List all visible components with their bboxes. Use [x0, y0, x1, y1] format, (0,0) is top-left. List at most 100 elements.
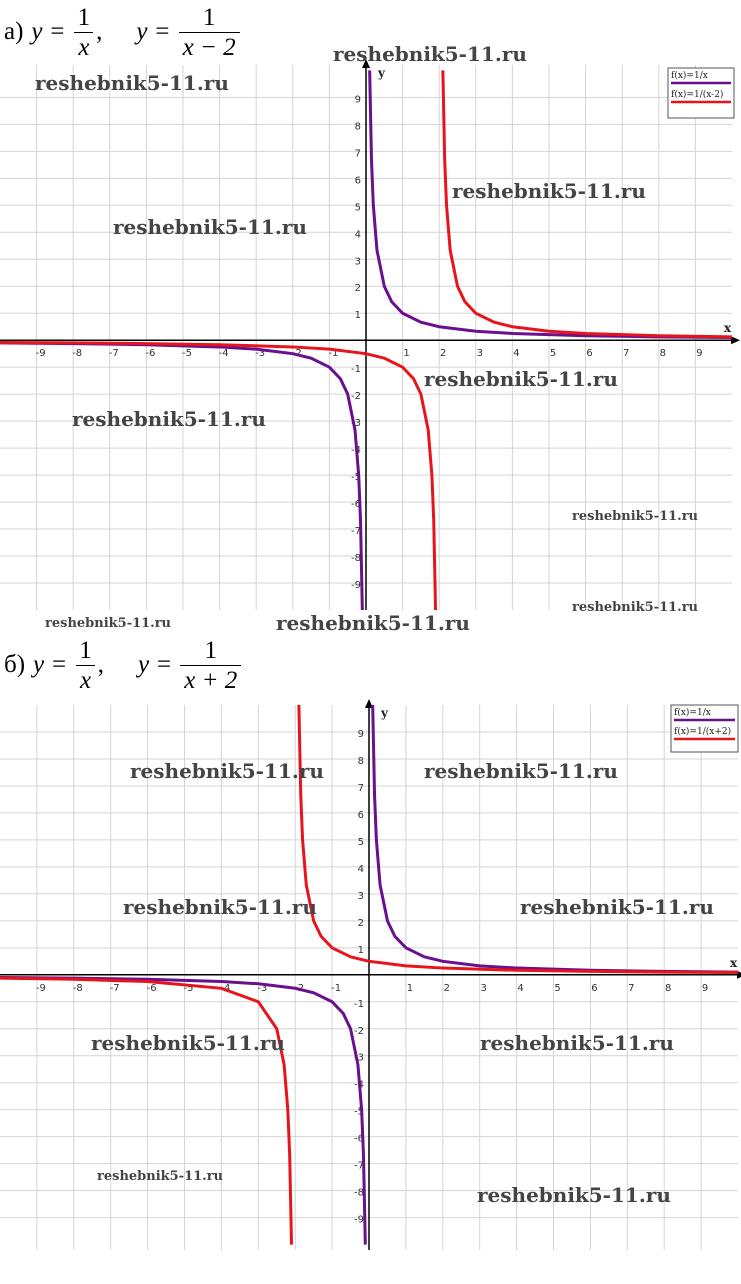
legend-label: f(x)=1/(x-2) [671, 89, 723, 100]
numerator: 1 [77, 3, 91, 31]
watermark: reshebnik5-11.ru [45, 616, 171, 631]
denominator: x [75, 664, 96, 693]
watermark: reshebnik5-11.ru [35, 71, 229, 95]
numerator: 1 [204, 636, 217, 664]
watermark: reshebnik5-11.ru [130, 759, 324, 783]
x-axis-label: x [724, 321, 732, 335]
watermark: reshebnik5-11.ru [480, 1031, 674, 1055]
y-tick-label: 7 [355, 148, 361, 159]
y-axis-label: y [377, 66, 386, 80]
y-tick-label: 4 [355, 229, 361, 240]
y-axis-label: y [380, 706, 389, 720]
curve [0, 705, 738, 1245]
legend-label: f(x)=1/x [674, 707, 711, 718]
y-tick-label: -2 [354, 1026, 364, 1037]
watermark: reshebnik5-11.ru [572, 600, 698, 615]
heading-label: а) [4, 18, 24, 45]
y-tick-label: -6 [354, 1134, 364, 1145]
legend-label: f(x)=1/(x+2) [674, 726, 731, 737]
y-tick-label: -9 [351, 580, 361, 591]
x-tick-label: -7 [110, 983, 120, 994]
y-tick-label: -7 [351, 526, 361, 537]
watermark: reshebnik5-11.ru [572, 509, 698, 524]
x-tick-label: 7 [628, 983, 634, 994]
watermark: reshebnik5-11.ru [123, 895, 317, 919]
y-tick-label: -1 [351, 364, 361, 375]
formula: y = 1 x − 2 [136, 3, 240, 60]
chart: -9 -8 -7 -6 -5 -4 -3 -2 -1 1 2 3 4 5 6 7 8 9-9-8-7-6-5-4-… [0, 699, 741, 1250]
x-tick-label: 9 [702, 983, 708, 994]
y-tick-label: 2 [355, 283, 361, 294]
y-tick-label: 8 [358, 756, 364, 767]
watermark: reshebnik5-11.ru [333, 42, 527, 66]
legend-box [670, 704, 739, 753]
y-tick-label: 1 [355, 310, 361, 321]
heading-label: б) [4, 651, 26, 678]
y-tick-label: 2 [358, 918, 364, 929]
x-tick-label: -5 [182, 348, 192, 359]
watermark: reshebnik5-11.ru [452, 179, 646, 203]
y-tick-label: -5 [351, 472, 361, 483]
watermark: reshebnik5-11.ru [477, 1183, 671, 1207]
legend-box [667, 67, 735, 119]
watermark: reshebnik5-11.ru [91, 1031, 285, 1055]
x-axis-label: x [730, 956, 738, 970]
formula: y = 1 x, [33, 638, 104, 693]
y-tick-label: 6 [358, 810, 364, 821]
y-tick-label: 9 [358, 729, 364, 740]
numerator: 1 [79, 636, 92, 664]
separator: , [96, 18, 103, 45]
watermark: reshebnik5-11.ru [520, 895, 714, 919]
denominator: x − 2 [178, 31, 240, 60]
heading: а) y = 1 x, y = 1 x − 2 [4, 2, 274, 62]
x-tick-label: 1 [403, 348, 409, 359]
x-tick-label: 6 [591, 983, 597, 994]
y-tick-label: -1 [354, 999, 364, 1010]
y-tick-label: 1 [358, 945, 364, 956]
x-tick-label: -1 [328, 348, 338, 359]
x-tick-label: 9 [696, 348, 702, 359]
x-tick-label: -9 [36, 983, 46, 994]
formula-lhs: y = [31, 18, 66, 45]
y-tick-label: -6 [351, 499, 361, 510]
y-tick-label: 6 [355, 175, 361, 186]
watermark: reshebnik5-11.ru [424, 367, 618, 391]
x-tick-label: 8 [660, 348, 666, 359]
x-tick-label: 4 [513, 348, 519, 359]
y-tick-label: -8 [351, 553, 361, 564]
chart: -9 -8 -7 -6 -5 -4 -3 -2 -1 1 2 3 4 5 6 7 8 9-9-8-7-6-5-4-… [0, 42, 740, 635]
x-tick-label: 1 [407, 983, 413, 994]
x-tick-label: -8 [72, 348, 82, 359]
x-tick-label: -3 [257, 983, 267, 994]
x-tick-label: -3 [255, 348, 265, 359]
watermark: reshebnik5-11.ru [97, 1169, 223, 1184]
x-tick-label: -8 [73, 983, 83, 994]
x-axis-arrow [737, 970, 741, 979]
denominator: x + 2 [180, 664, 242, 693]
y-tick-label: -3 [354, 1053, 364, 1064]
heading: б) y = 1 x, y = 1 x + 2 [4, 635, 275, 695]
x-tick-label: 3 [477, 348, 483, 359]
y-tick-label: -3 [351, 418, 361, 429]
x-tick-label: 8 [665, 983, 671, 994]
y-tick-label: 3 [355, 256, 361, 267]
x-tick-label: 5 [554, 983, 560, 994]
x-tick-label: -7 [109, 348, 119, 359]
y-tick-label: 7 [358, 783, 364, 794]
x-tick-label: 5 [550, 348, 556, 359]
numerator: 1 [202, 3, 216, 31]
y-tick-label: -2 [351, 391, 361, 402]
y-tick-label: 4 [358, 864, 364, 875]
x-tick-label: -4 [219, 348, 229, 359]
x-tick-label: 7 [623, 348, 629, 359]
x-tick-label: -5 [184, 983, 194, 994]
x-tick-label: 6 [586, 348, 592, 359]
y-tick-label: -9 [354, 1215, 364, 1226]
x-tick-label: -6 [145, 348, 155, 359]
x-tick-label: -6 [147, 983, 157, 994]
formula-lhs: y = [138, 651, 173, 678]
separator: , [97, 651, 105, 678]
